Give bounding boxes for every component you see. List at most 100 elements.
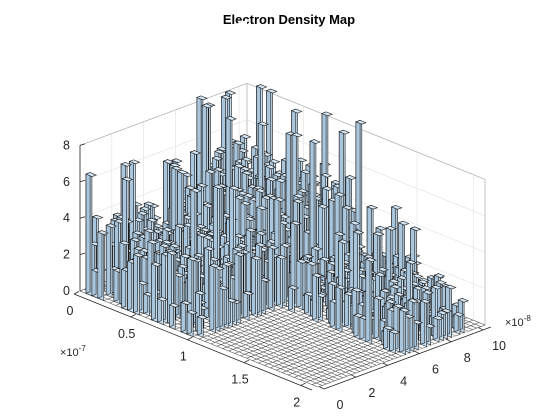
bar-top-face xyxy=(411,319,424,325)
bar-top-face xyxy=(422,290,434,295)
bar-top-face xyxy=(432,315,445,321)
bar-left-face xyxy=(399,307,405,353)
bar-left-face xyxy=(383,325,389,350)
y-tick-label: 6 xyxy=(432,363,439,377)
bar-top-face xyxy=(254,188,267,193)
bar-top-face xyxy=(239,166,252,171)
y-tick-label: 8 xyxy=(464,351,471,365)
bar-top-face xyxy=(292,198,305,204)
bar-top-face xyxy=(423,323,436,329)
bar-top-face xyxy=(275,178,287,183)
bar-left-face xyxy=(251,255,256,316)
bar-left-face xyxy=(105,223,111,296)
bar-left-face xyxy=(127,259,133,311)
y-tick-label: 10 xyxy=(492,339,506,353)
bar-left-face xyxy=(169,302,174,328)
x-tick-mark xyxy=(73,291,80,295)
bar-top-face xyxy=(204,169,217,174)
bar-top-face xyxy=(321,111,333,117)
bar-top-face xyxy=(225,116,237,121)
floor-cell xyxy=(449,331,461,337)
bar-top-face xyxy=(352,229,365,235)
bar-left-face xyxy=(113,268,119,302)
y-axis-line xyxy=(323,326,492,390)
x-exponent-label: ×10-7 xyxy=(60,344,86,359)
bar-left-face xyxy=(311,272,317,321)
bar-top-face xyxy=(211,156,224,161)
bar-top-face xyxy=(240,156,253,162)
y-tick-mark xyxy=(350,374,356,378)
bar-left-face xyxy=(373,295,379,339)
bar-top-face xyxy=(419,299,432,304)
bar-top-face xyxy=(390,205,403,210)
y-tick-label: 0 xyxy=(337,398,344,412)
y-tick-mark xyxy=(318,386,325,390)
bar-top-face xyxy=(290,108,303,114)
bar-left-face xyxy=(85,172,91,294)
x-tick-label: 1.5 xyxy=(231,373,248,387)
bar-top-face xyxy=(213,167,226,172)
bar-top-face xyxy=(224,90,237,95)
bar xyxy=(453,311,465,335)
bar-top-face xyxy=(291,132,304,138)
bar-left-face xyxy=(157,296,162,323)
bar-top-face xyxy=(379,288,392,294)
bar-top-face xyxy=(196,95,208,101)
bar-left-face xyxy=(365,257,371,343)
bar-top-face xyxy=(310,246,323,251)
floor-cell xyxy=(415,344,428,349)
y-exponent-label: ×10-8 xyxy=(505,314,531,329)
bar-top-face xyxy=(319,256,332,262)
bar-left-face xyxy=(91,267,97,297)
bar-top-face xyxy=(233,140,245,146)
bar-top-face xyxy=(435,280,448,285)
bar-top-face xyxy=(405,259,418,265)
z-tick-mark xyxy=(79,143,86,146)
bar-top-face xyxy=(338,129,351,135)
bar-top-face xyxy=(334,192,346,197)
bar-left-face xyxy=(121,267,127,309)
y-tick-label: 2 xyxy=(368,386,375,400)
bar-top-face xyxy=(444,284,457,290)
bar-top-face xyxy=(420,285,433,291)
bar-top-face xyxy=(321,186,334,191)
axes xyxy=(73,143,492,391)
x-tick-label: 0.5 xyxy=(118,327,135,341)
bar xyxy=(428,339,440,344)
bar-top-face xyxy=(433,273,446,278)
bar-left-face xyxy=(288,285,293,311)
bar-top-face xyxy=(344,175,357,180)
bar-top-face xyxy=(348,220,361,226)
bar-left-face xyxy=(242,290,248,319)
bar-left-face xyxy=(209,263,215,331)
bar-top-face xyxy=(320,173,333,178)
bar-top-face xyxy=(374,272,387,277)
x-tick-label: 2 xyxy=(293,395,300,409)
z-tick-mark xyxy=(79,216,86,219)
z-tick-label: 2 xyxy=(63,248,70,262)
x-tick-mark xyxy=(243,359,250,363)
bar-top-face xyxy=(255,84,268,89)
bar-left-face xyxy=(432,315,438,341)
bar-top-face xyxy=(334,231,346,237)
z-tick-label: 6 xyxy=(63,175,70,189)
bar-left-face xyxy=(151,261,156,321)
bar-top-face xyxy=(436,310,449,315)
bar-top-face xyxy=(302,253,315,259)
bar-top-face xyxy=(268,159,281,164)
bar-top-face xyxy=(372,231,385,237)
x-tick-label: 0 xyxy=(67,304,74,318)
bar-top-face xyxy=(295,157,308,163)
bar xyxy=(419,298,432,348)
bar-top-face xyxy=(376,267,389,272)
bar-top-face xyxy=(293,193,305,199)
z-tick-mark xyxy=(79,179,86,183)
bar-top-face xyxy=(265,88,278,94)
bar-top-face xyxy=(453,312,465,317)
bar-left-face xyxy=(180,300,186,333)
x-tick-mark xyxy=(300,382,306,386)
bar-top-face xyxy=(220,94,233,100)
bar-top-face xyxy=(388,278,401,284)
bar-top-face xyxy=(309,139,321,144)
